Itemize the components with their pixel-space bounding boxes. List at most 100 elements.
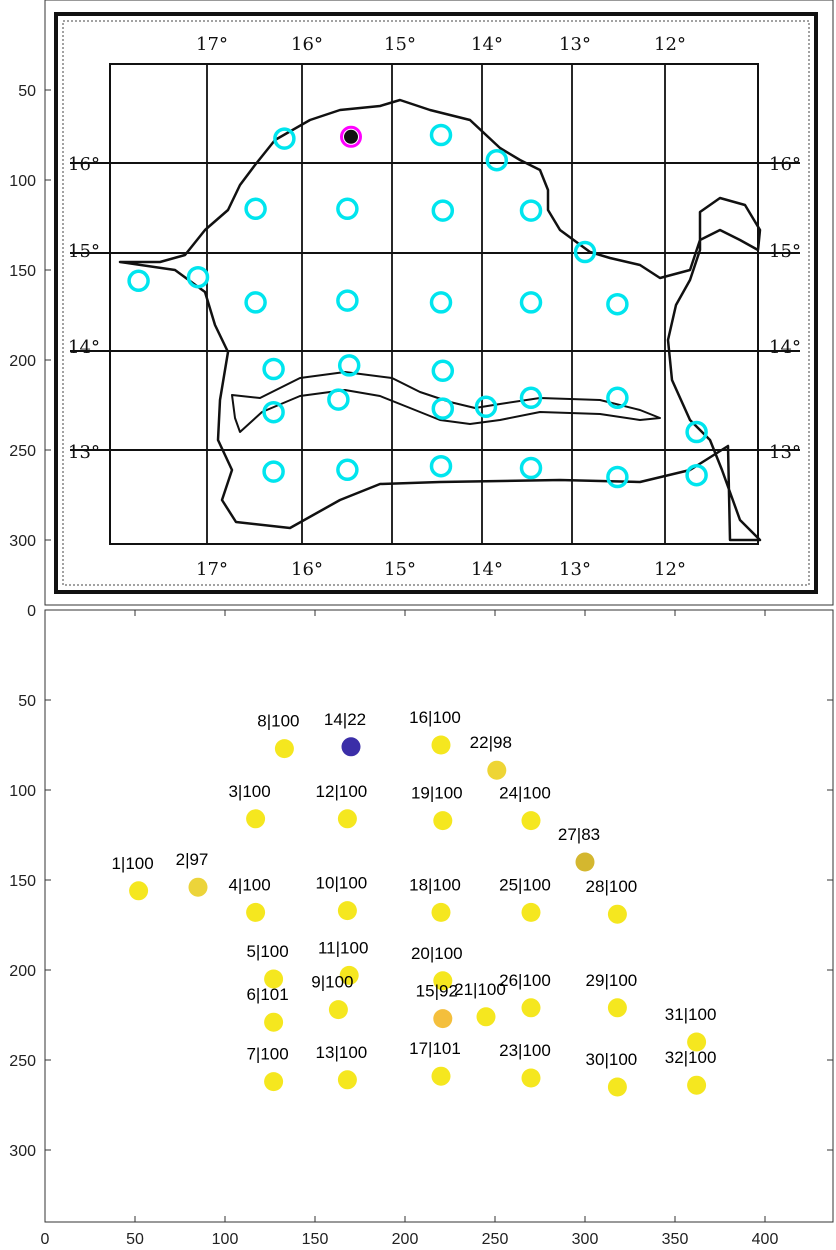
data-point [607, 1077, 627, 1097]
point-label: 24|100 [499, 784, 551, 803]
y-tick-label: 200 [9, 963, 36, 980]
map-grid-label-top: 12° [654, 34, 686, 55]
data-point [487, 760, 507, 780]
point-label: 30|100 [586, 1050, 638, 1069]
station-circle [519, 456, 543, 480]
data-point [328, 1000, 348, 1020]
y-tick-label: 100 [9, 783, 36, 800]
station-circle [573, 240, 597, 264]
point-label: 22|98 [470, 733, 512, 752]
station-circle [336, 458, 359, 482]
x-tick-label: 50 [126, 1231, 144, 1248]
highlight-dot [344, 129, 358, 144]
data-point [264, 1072, 284, 1092]
point-label: 27|83 [558, 825, 600, 844]
scatter-panel: 0 50 100 150 200 250 300 350 400 0 50 100 150 200 250 3… [9, 603, 834, 1248]
map-grid-label-top: 14° [471, 34, 503, 55]
station-circle [431, 397, 455, 420]
data-point [607, 998, 627, 1018]
point-label: 28|100 [586, 877, 638, 896]
data-point [607, 904, 627, 924]
station-circle [336, 289, 359, 312]
station-circle [429, 291, 453, 314]
data-point [433, 971, 453, 991]
station-circle [273, 127, 296, 150]
station-circle [606, 465, 629, 489]
map-outer-frame [54, 12, 818, 594]
station-circle [685, 420, 708, 444]
data-point [431, 1066, 451, 1086]
map-grid-label-left: 14° [68, 337, 100, 358]
station-circle [519, 386, 543, 410]
point-label: 9|100 [311, 973, 353, 992]
y-tick-label: 50 [18, 693, 36, 710]
station-circle [474, 395, 498, 419]
station-circle [244, 197, 267, 221]
point-label: 32|100 [665, 1048, 717, 1067]
point-label: 17|101 [409, 1039, 461, 1058]
map-grid-label-bottom: 15° [384, 559, 416, 580]
y-tick-label: 0 [27, 603, 36, 620]
y-tick-label: 150 [9, 263, 36, 280]
station-circle [519, 199, 543, 222]
data-point [341, 737, 361, 757]
station-circle [336, 197, 359, 221]
station-circle [429, 123, 453, 147]
station-circle [519, 291, 543, 314]
gambia-border [231, 371, 661, 433]
station-circle [429, 454, 453, 478]
point-label: 1|100 [111, 854, 153, 873]
map-grid-label-right: 15° [769, 241, 801, 262]
map-grid-label-right: 16° [769, 154, 801, 175]
map-grid-label-left: 15° [68, 241, 100, 262]
data-point [476, 1007, 496, 1027]
data-point [339, 965, 359, 985]
x-tick-label: 300 [572, 1231, 599, 1248]
map-grid-label-right: 14° [769, 337, 801, 358]
map-panel: 17° 16° 15° 14° 13° 12° 17° 16° 15° 14° 13° 12° 16° 1… [9, 0, 834, 606]
point-label: 7|100 [246, 1045, 288, 1064]
data-point [431, 735, 451, 755]
data-point [246, 809, 266, 829]
y-tick-label: 250 [9, 443, 36, 460]
station-circle [244, 291, 267, 314]
station-circle [327, 388, 350, 411]
station-circle [606, 386, 629, 410]
x-tick-label: 350 [662, 1231, 689, 1248]
map-grid-label-bottom: 16° [291, 559, 323, 580]
data-point [687, 1075, 707, 1095]
y-tick-label: 250 [9, 1053, 36, 1070]
y-tick-label: 200 [9, 353, 36, 370]
point-label: 5|100 [246, 942, 288, 961]
point-label: 29|100 [586, 971, 638, 990]
point-label: 3|100 [228, 782, 270, 801]
x-tick-label: 400 [752, 1231, 779, 1248]
map-grid-label-bottom: 12° [654, 559, 686, 580]
data-point [264, 1012, 284, 1032]
x-tick-label: 200 [392, 1231, 419, 1248]
map-grid-label-left: 13° [68, 442, 100, 463]
point-label: 15|92 [416, 982, 458, 1001]
point-label: 21|100 [454, 980, 506, 999]
map-grid-label-bottom: 13° [559, 559, 591, 580]
country-border [118, 98, 762, 542]
data-point [575, 852, 595, 872]
map-grid-label-top: 17° [196, 34, 228, 55]
map-grid-label-right: 13° [769, 442, 801, 463]
point-label: 4|100 [228, 875, 270, 894]
point-label: 16|100 [409, 708, 461, 727]
point-label: 19|100 [411, 784, 463, 803]
map-inner-frame [62, 20, 810, 586]
station-circle [431, 199, 455, 222]
point-label: 25|100 [499, 875, 551, 894]
point-label: 2|97 [176, 850, 209, 869]
x-tick-label: 150 [302, 1231, 329, 1248]
station-circle [431, 359, 455, 383]
x-tick-label: 100 [212, 1231, 239, 1248]
point-label: 10|100 [316, 874, 368, 893]
y-tick-label: 300 [9, 533, 36, 550]
station-circle [606, 292, 629, 316]
data-point [337, 809, 357, 829]
x-tick-label: 0 [41, 1231, 50, 1248]
